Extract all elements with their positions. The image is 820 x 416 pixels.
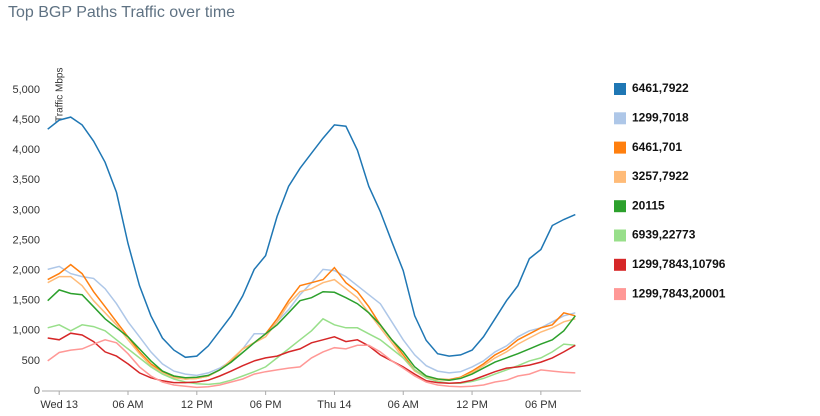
x-tick-label: 12 PM bbox=[181, 399, 213, 411]
legend-label: 3257,7922 bbox=[632, 169, 689, 183]
y-tick-label: 2,500 bbox=[12, 234, 40, 246]
y-tick-label: 4,500 bbox=[12, 114, 40, 126]
y-tick-label: 2,000 bbox=[12, 265, 40, 277]
series-line bbox=[47, 263, 576, 381]
legend-swatch bbox=[614, 200, 626, 213]
x-tick-label: 06 PM bbox=[525, 399, 557, 411]
legend-label: 1299,7843,10796 bbox=[632, 257, 726, 271]
series-line bbox=[47, 289, 576, 381]
legend-swatch bbox=[614, 83, 626, 95]
y-tick-label: 500 bbox=[22, 355, 40, 367]
x-tick-label: Thu 14 bbox=[317, 399, 351, 411]
x-tick-label: 06 AM bbox=[112, 399, 143, 411]
y-tick-label: 4,000 bbox=[12, 144, 40, 156]
chart-title: Top BGP Paths Traffic over time bbox=[8, 4, 235, 21]
legend-label: 1299,7018 bbox=[632, 110, 689, 124]
legend-swatch bbox=[614, 229, 626, 242]
legend-label: 1299,7843,20001 bbox=[632, 286, 726, 300]
legend-label: 6461,701 bbox=[632, 140, 682, 154]
series-line bbox=[47, 317, 576, 386]
y-tick-label: 3,500 bbox=[12, 174, 40, 186]
y-tick-label: 5,000 bbox=[12, 84, 40, 96]
series-line bbox=[47, 332, 576, 384]
legend-swatch bbox=[614, 288, 626, 301]
legend-swatch bbox=[614, 112, 626, 125]
series-line bbox=[47, 116, 576, 359]
y-tick-label: 1,500 bbox=[12, 295, 40, 307]
legend-label: 6939,22773 bbox=[632, 228, 696, 242]
y-tick-label: 3,000 bbox=[12, 204, 40, 216]
legend-swatch bbox=[614, 170, 626, 183]
x-tick-label: 12 PM bbox=[456, 399, 488, 411]
y-tick-label: 0 bbox=[34, 385, 40, 397]
legend-swatch bbox=[614, 258, 626, 271]
x-tick-label: 06 AM bbox=[388, 399, 419, 411]
x-tick-label: Wed 13 bbox=[40, 399, 78, 411]
y-tick-label: 1,000 bbox=[12, 325, 40, 337]
series-line bbox=[47, 275, 576, 381]
x-tick-label: 06 PM bbox=[250, 399, 282, 411]
y-axis-label: Traffic Mbps bbox=[55, 68, 66, 122]
legend-label: 20115 bbox=[632, 198, 665, 212]
series-line bbox=[47, 339, 576, 389]
legend-label: 6461,7922 bbox=[632, 81, 689, 95]
legend-swatch bbox=[614, 141, 626, 154]
